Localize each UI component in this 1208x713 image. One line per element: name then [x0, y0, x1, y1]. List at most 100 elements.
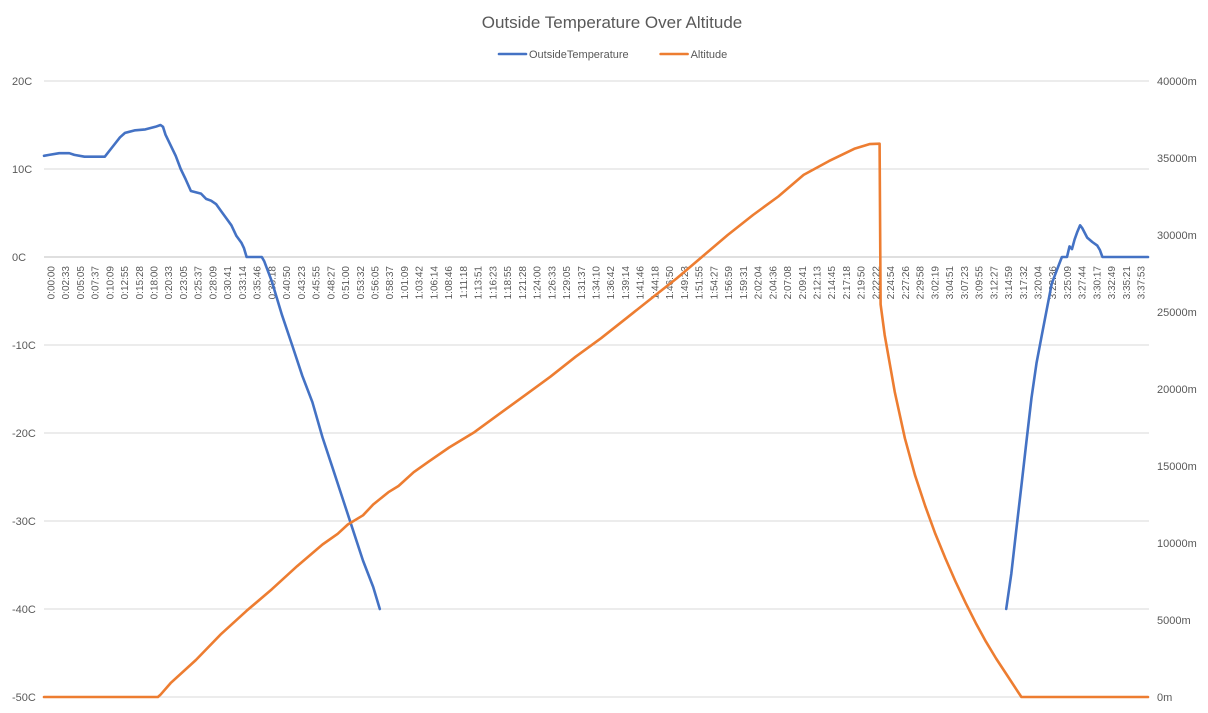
x-tick-label: 3:09:55 [975, 266, 986, 300]
x-tick-label: 1:13:51 [474, 266, 485, 300]
x-tick-label: 1:18:55 [503, 266, 514, 300]
x-tick-label: 0:40:50 [282, 266, 293, 300]
x-tick-label: 3:17:32 [1019, 266, 1030, 300]
x-tick-label: 0:02:33 [61, 266, 72, 300]
x-tick-label: 3:35:21 [1122, 266, 1133, 300]
y-left-tick-label: -10C [12, 340, 36, 352]
x-tick-label: 2:09:41 [798, 266, 809, 300]
y-left-tick-label: -50C [12, 692, 36, 704]
x-tick-label: 1:59:31 [739, 266, 750, 300]
x-tick-label: 3:27:44 [1078, 266, 1089, 300]
x-tick-label: 0:15:28 [135, 266, 146, 300]
x-tick-label: 0:12:55 [120, 266, 131, 300]
x-tick-label: 1:03:42 [415, 266, 426, 300]
x-tick-label: 2:27:26 [901, 266, 912, 300]
x-tick-label: 0:51:00 [341, 266, 352, 300]
x-tick-label: 3:07:23 [960, 266, 971, 300]
x-tick-label: 1:29:05 [562, 266, 573, 300]
x-tick-label: 1:16:23 [488, 266, 499, 300]
x-tick-label: 0:43:23 [297, 266, 308, 300]
x-tick-label: 2:02:04 [754, 266, 765, 300]
x-tick-label: 1:24:00 [533, 266, 544, 300]
x-tick-label: 0:20:33 [164, 266, 175, 300]
x-tick-label: 0:00:00 [46, 266, 57, 300]
x-tick-label: 1:56:59 [724, 266, 735, 300]
x-tick-label: 1:39:14 [621, 266, 632, 300]
x-tick-label: 3:02:19 [930, 266, 941, 300]
x-tick-label: 1:01:09 [400, 266, 411, 300]
y-left-tick-label: 20C [12, 76, 32, 88]
x-tick-label: 3:04:51 [945, 266, 956, 300]
x-tick-label: 0:33:14 [238, 266, 249, 300]
y-right-tick-label: 15000m [1157, 461, 1197, 473]
x-tick-label: 3:30:17 [1092, 266, 1103, 300]
x-tick-label: 1:41:46 [636, 266, 647, 300]
x-tick-label: 3:12:27 [989, 266, 1000, 300]
x-tick-label: 0:45:55 [312, 266, 323, 300]
y-right-tick-label: 0m [1157, 692, 1172, 704]
x-tick-label: 2:24:54 [886, 266, 897, 300]
y-right-tick-label: 5000m [1157, 615, 1191, 627]
y-left-tick-label: -40C [12, 604, 36, 616]
x-tick-label: 0:23:05 [179, 266, 190, 300]
x-tick-label: 0:28:09 [208, 266, 219, 300]
y-left-tick-label: 0C [12, 252, 26, 264]
x-tick-label: 0:07:37 [91, 266, 102, 300]
x-tick-label: 2:12:13 [813, 266, 824, 300]
x-tick-label: 1:11:18 [459, 266, 470, 299]
x-tick-label: 0:30:41 [223, 266, 234, 300]
x-tick-label: 1:26:33 [547, 266, 558, 300]
series-line-outsidetemperature [42, 123, 382, 611]
x-tick-label: 1:54:27 [709, 266, 720, 300]
x-tick-label: 2:04:36 [768, 266, 779, 300]
x-tick-label: 0:56:05 [371, 266, 382, 300]
legend-label: Altitude [691, 49, 728, 61]
x-tick-label: 2:19:50 [857, 266, 868, 300]
x-tick-label: 1:31:37 [577, 266, 588, 300]
y-left-tick-label: -30C [12, 516, 36, 528]
y-axis-right: 40000m 35000m 30000m 25000m 20000m 15000m 1000… [1157, 76, 1197, 704]
y-right-tick-label: 25000m [1157, 307, 1197, 319]
y-left-tick-label: -20C [12, 428, 36, 440]
y-left-tick-label: 10C [12, 164, 32, 176]
x-tick-label: 0:18:00 [150, 266, 161, 300]
x-tick-label: 1:36:42 [606, 266, 617, 300]
x-tick-label: 1:08:46 [444, 266, 455, 300]
x-tick-label: 3:32:49 [1107, 266, 1118, 300]
y-right-tick-label: 10000m [1157, 538, 1197, 550]
x-tick-label: 1:44:18 [650, 266, 661, 300]
series-line-altitude [42, 142, 1150, 699]
x-tick-label: 1:06:14 [429, 266, 440, 300]
x-tick-label: 3:20:04 [1034, 266, 1045, 300]
x-tick-label: 3:14:59 [1004, 266, 1015, 300]
x-axis: 0:00:00 0:02:33 0:05:05 0:07:37 0:10:09 0:12:… [44, 256, 1149, 300]
x-tick-label: 0:48:27 [326, 266, 337, 300]
x-tick-label: 1:51:55 [695, 266, 706, 300]
x-tick-label: 0:25:37 [194, 266, 205, 300]
x-tick-label: 1:21:28 [518, 266, 529, 300]
y-right-tick-label: 35000m [1157, 153, 1197, 165]
legend-label: OutsideTemperature [529, 49, 629, 61]
legend: OutsideTemperature Altitude [497, 49, 728, 61]
x-tick-label: 0:58:37 [385, 266, 396, 300]
x-tick-label: 0:05:05 [76, 266, 87, 300]
y-right-tick-label: 40000m [1157, 76, 1197, 88]
y-right-tick-label: 20000m [1157, 384, 1197, 396]
x-tick-label: 3:22:36 [1048, 266, 1059, 300]
x-tick-label: 1:34:10 [592, 266, 603, 300]
x-tick-label: 2:17:18 [842, 266, 853, 300]
y-right-tick-label: 30000m [1157, 230, 1197, 242]
x-tick-label: 2:07:08 [783, 266, 794, 300]
x-tick-label: 2:14:45 [827, 266, 838, 300]
x-tick-label: 2:22:22 [871, 266, 882, 300]
x-tick-label: 3:25:09 [1063, 266, 1074, 300]
x-tick-label: 0:53:32 [356, 266, 367, 300]
series-lines [42, 123, 1150, 699]
x-tick-label: 2:29:58 [916, 266, 927, 300]
x-tick-label: 3:37:53 [1137, 266, 1148, 300]
y-axis-left: 20C 10C 0C -10C -20C -30C -40C -50C [12, 76, 36, 704]
chart-title: Outside Temperature Over Altitude [482, 13, 743, 32]
x-tick-label: 0:35:46 [253, 266, 264, 300]
